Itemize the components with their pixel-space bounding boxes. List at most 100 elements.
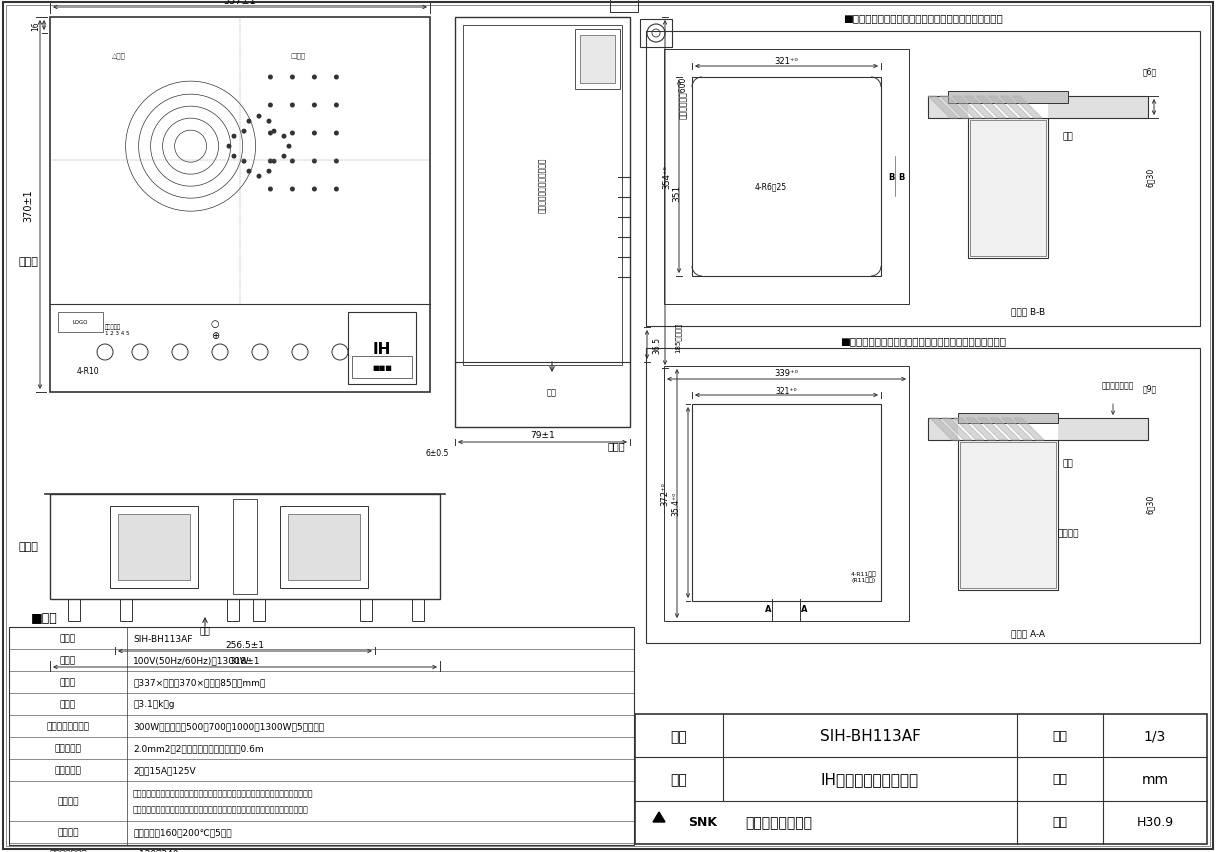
Circle shape bbox=[289, 131, 295, 136]
Text: A: A bbox=[801, 605, 807, 613]
Circle shape bbox=[334, 103, 339, 108]
Bar bbox=[958, 413, 1058, 423]
Text: 300W（相当）・500・700・1000・1300W　5段階切替: 300W（相当）・500・700・1000・1300W 5段階切替 bbox=[133, 722, 325, 731]
Text: mm: mm bbox=[1142, 772, 1169, 786]
Text: 重　さ: 重 さ bbox=[60, 699, 77, 709]
Bar bbox=[646, 32, 1200, 326]
Text: 形名: 形名 bbox=[671, 729, 687, 743]
Circle shape bbox=[268, 159, 272, 164]
Bar bbox=[280, 506, 368, 589]
Polygon shape bbox=[942, 418, 972, 440]
Text: 354⁺⁰: 354⁺⁰ bbox=[663, 165, 671, 189]
Bar bbox=[109, 506, 198, 589]
Text: 6±0.5: 6±0.5 bbox=[426, 448, 449, 457]
Text: 337±1: 337±1 bbox=[224, 0, 257, 6]
Circle shape bbox=[257, 175, 261, 180]
Bar bbox=[58, 313, 103, 332]
Circle shape bbox=[334, 187, 339, 193]
Bar bbox=[120, 599, 133, 621]
Bar bbox=[227, 599, 240, 621]
Text: 351: 351 bbox=[672, 185, 681, 202]
Bar bbox=[253, 599, 265, 621]
Text: 339⁺⁰: 339⁺⁰ bbox=[775, 369, 799, 378]
Circle shape bbox=[247, 119, 252, 124]
Text: 370±1: 370±1 bbox=[23, 189, 33, 222]
Bar bbox=[455, 18, 630, 428]
Circle shape bbox=[271, 130, 276, 135]
Text: 2極　15A－125V: 2極 15A－125V bbox=[133, 766, 196, 774]
Text: 安全機能: 安全機能 bbox=[57, 797, 79, 805]
Polygon shape bbox=[952, 97, 983, 119]
Circle shape bbox=[289, 76, 295, 80]
Bar bbox=[968, 119, 1048, 259]
Text: 品名: 品名 bbox=[671, 772, 687, 786]
Bar bbox=[50, 494, 440, 599]
Bar bbox=[412, 599, 424, 621]
Text: 16: 16 bbox=[32, 21, 40, 31]
Bar bbox=[959, 442, 1055, 589]
Text: 形　名: 形 名 bbox=[60, 634, 77, 642]
Bar bbox=[68, 599, 80, 621]
Circle shape bbox=[311, 131, 317, 136]
Text: （6）: （6） bbox=[1143, 67, 1158, 77]
Circle shape bbox=[266, 170, 271, 175]
Text: コード有効長600: コード有効長600 bbox=[677, 77, 687, 119]
Bar bbox=[635, 714, 1207, 844]
Text: 吸気: 吸気 bbox=[547, 388, 557, 397]
Bar bbox=[9, 627, 634, 845]
Text: LOGO: LOGO bbox=[72, 320, 88, 325]
Text: 大きさ: 大きさ bbox=[60, 677, 77, 687]
Text: 差込プラグ: 差込プラグ bbox=[55, 766, 81, 774]
Text: ■取付開口寸法（天板にトッププレートを乗せる場合）: ■取付開口寸法（天板にトッププレートを乗せる場合） bbox=[843, 13, 1003, 23]
Bar bbox=[646, 348, 1200, 643]
Text: ーーーーー
1 2 3 4 5: ーーーーー 1 2 3 4 5 bbox=[105, 324, 129, 336]
Polygon shape bbox=[653, 812, 665, 822]
Bar bbox=[948, 92, 1068, 104]
Polygon shape bbox=[990, 418, 1020, 440]
Polygon shape bbox=[1000, 97, 1030, 119]
Circle shape bbox=[289, 159, 295, 164]
Text: 平面図: 平面図 bbox=[18, 256, 38, 267]
Polygon shape bbox=[1012, 97, 1042, 119]
Circle shape bbox=[334, 159, 339, 164]
Circle shape bbox=[268, 131, 272, 136]
Text: ヒーター消費電力: ヒーター消費電力 bbox=[46, 722, 90, 731]
Text: 321⁺⁰: 321⁺⁰ bbox=[776, 386, 798, 395]
Text: 35.4⁺⁰: 35.4⁺⁰ bbox=[671, 491, 681, 515]
Text: A: A bbox=[765, 605, 771, 613]
Bar bbox=[968, 97, 1048, 119]
Text: B: B bbox=[897, 172, 905, 181]
Text: □操作: □操作 bbox=[289, 53, 305, 60]
Bar bbox=[288, 515, 360, 580]
Bar bbox=[118, 515, 190, 580]
Text: 電源コード: 電源コード bbox=[55, 744, 81, 752]
Text: 4-R6～25: 4-R6～25 bbox=[755, 182, 787, 192]
Text: B: B bbox=[888, 172, 894, 181]
Circle shape bbox=[231, 154, 236, 159]
Text: H30.9: H30.9 bbox=[1137, 815, 1173, 828]
Circle shape bbox=[242, 159, 247, 164]
Text: 4-R10: 4-R10 bbox=[77, 366, 100, 375]
Polygon shape bbox=[928, 97, 958, 119]
Circle shape bbox=[242, 130, 247, 135]
Bar bbox=[664, 50, 910, 305]
Text: 372⁺⁰: 372⁺⁰ bbox=[660, 482, 670, 506]
Circle shape bbox=[271, 159, 276, 164]
Bar bbox=[351, 357, 412, 378]
Bar bbox=[958, 418, 1058, 440]
Text: 三化工業株式会社: 三化工業株式会社 bbox=[745, 815, 812, 829]
Text: 幅337×奥行き370×高さ（85）（mm）: 幅337×奥行き370×高さ（85）（mm） bbox=[133, 677, 265, 687]
Circle shape bbox=[226, 145, 231, 149]
Text: IHクッキングヒーター: IHクッキングヒーター bbox=[821, 772, 919, 786]
Bar bbox=[970, 121, 1046, 256]
Bar bbox=[692, 405, 882, 602]
Text: 側面図: 側面図 bbox=[607, 440, 625, 451]
Bar bbox=[928, 418, 1148, 440]
Text: （9）: （9） bbox=[1143, 384, 1158, 393]
Bar bbox=[348, 313, 416, 384]
Circle shape bbox=[257, 114, 261, 119]
Bar bbox=[233, 499, 257, 595]
Text: テーブル: テーブル bbox=[1057, 529, 1079, 538]
Circle shape bbox=[289, 103, 295, 108]
Circle shape bbox=[287, 145, 292, 149]
